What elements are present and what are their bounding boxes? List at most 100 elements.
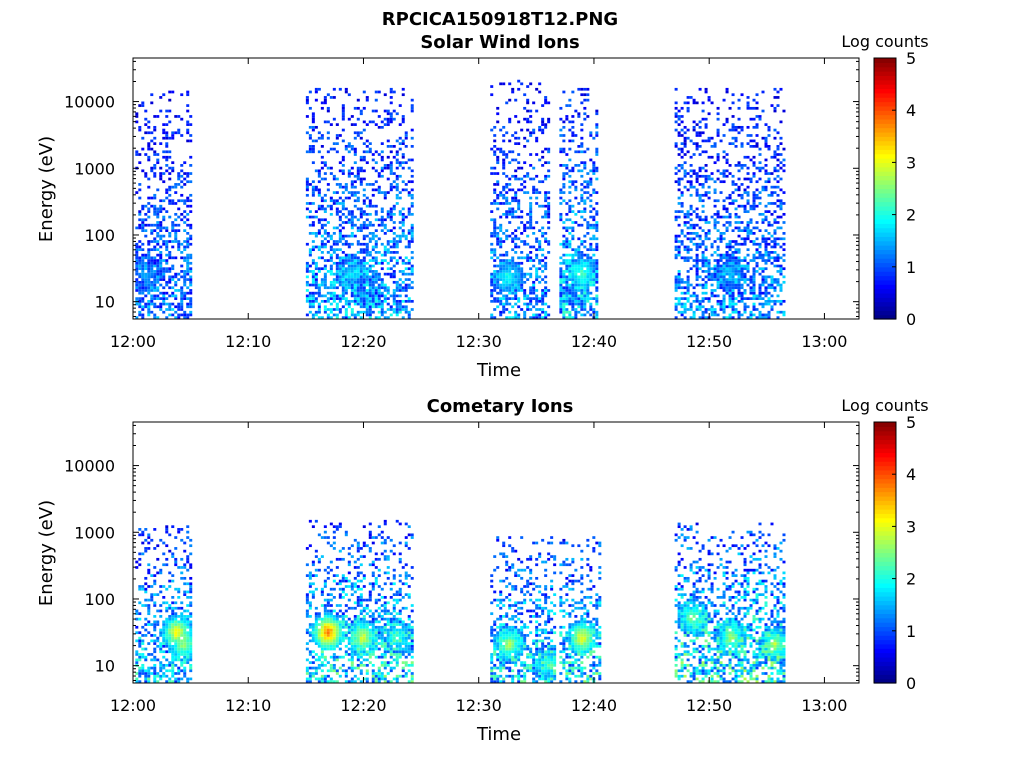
heatmap-cell: [332, 623, 336, 626]
heatmap-cell: [571, 237, 575, 241]
heatmap-cell: [514, 286, 518, 290]
heatmap-cell: [344, 291, 348, 295]
heatmap-cell: [329, 625, 333, 629]
heatmap-cell: [713, 199, 717, 203]
heatmap-cell: [559, 302, 563, 306]
heatmap-cell: [677, 234, 681, 238]
heatmap-cell: [398, 147, 402, 151]
heatmap-cell: [383, 283, 387, 287]
heatmap-cell: [138, 161, 142, 165]
heatmap-cell: [725, 305, 729, 309]
heatmap-cell: [677, 183, 681, 186]
heatmap-cell: [568, 259, 572, 262]
heatmap-cell: [186, 560, 190, 564]
heatmap-cell: [535, 174, 539, 178]
heatmap-cell: [389, 120, 393, 124]
heatmap-cell: [568, 218, 572, 222]
heatmap-cell: [386, 267, 390, 271]
heatmap-cell: [568, 286, 572, 290]
heatmap-cell: [317, 644, 321, 648]
heatmap-cell: [138, 153, 142, 156]
heatmap-cell: [541, 297, 545, 300]
heatmap-cell: [150, 634, 154, 637]
heatmap-cell: [168, 585, 172, 588]
heatmap-cell: [392, 185, 396, 189]
heatmap-cell: [171, 655, 175, 659]
heatmap-cell: [135, 286, 139, 290]
heatmap-cell: [544, 193, 548, 197]
heatmap-cell: [183, 642, 187, 645]
heatmap-cell: [141, 264, 145, 268]
heatmap-cell: [138, 666, 142, 670]
heatmap-cell: [749, 158, 753, 162]
heatmap-cell: [326, 150, 330, 154]
heatmap-cell: [680, 150, 684, 154]
heatmap-cell: [186, 104, 190, 107]
heatmap-cell: [508, 150, 512, 154]
heatmap-cell: [329, 199, 333, 203]
heatmap-cell: [547, 305, 551, 309]
heatmap-cell: [589, 177, 593, 181]
heatmap-cell: [761, 136, 765, 140]
heatmap-cell: [189, 566, 193, 569]
heatmap-cell: [535, 87, 539, 91]
heatmap-cell: [511, 237, 515, 241]
heatmap-cell: [329, 560, 333, 564]
heatmap-cell: [144, 617, 148, 621]
heatmap-cell: [186, 609, 190, 613]
heatmap-cell: [177, 566, 181, 569]
heatmap-cell: [168, 294, 172, 298]
heatmap-cell: [755, 264, 759, 268]
heatmap-cell: [177, 647, 181, 651]
colorbar-segment: [874, 201, 896, 207]
heatmap-cell: [514, 98, 518, 102]
heatmap-cell: [586, 289, 590, 292]
heatmap-cell: [147, 289, 151, 292]
heatmap-cell: [541, 164, 545, 167]
heatmap-cell: [171, 275, 175, 279]
heatmap-cell: [156, 115, 160, 118]
heatmap-cell: [746, 278, 750, 281]
heatmap-cell: [541, 128, 545, 132]
heatmap-cell: [341, 259, 345, 262]
heatmap-cell: [743, 272, 747, 276]
heatmap-cell: [677, 297, 681, 300]
heatmap-cell: [538, 128, 542, 132]
heatmap-cell: [773, 299, 777, 303]
heatmap-cell: [574, 221, 578, 224]
heatmap-cell: [595, 297, 599, 300]
heatmap-cell: [592, 226, 596, 230]
heatmap-cell: [749, 240, 753, 243]
heatmap-cell: [734, 207, 738, 211]
heatmap-cell: [758, 294, 762, 298]
heatmap-cell: [138, 280, 142, 284]
heatmap-cell: [544, 240, 548, 243]
heatmap-cell: [138, 125, 142, 129]
heatmap-cell: [177, 528, 181, 531]
heatmap-cell: [592, 310, 596, 314]
heatmap-cell: [168, 109, 172, 113]
heatmap-cell: [505, 185, 509, 189]
heatmap-cell: [159, 226, 163, 230]
heatmap-cell: [674, 142, 678, 145]
heatmap-cell: [183, 240, 187, 243]
heatmap-cell: [592, 297, 596, 300]
heatmap-cell: [153, 639, 157, 643]
heatmap-cell: [138, 299, 142, 303]
heatmap-cell: [677, 283, 681, 287]
heatmap-cell: [535, 202, 539, 205]
heatmap-cell: [404, 134, 408, 137]
heatmap-cell: [398, 234, 402, 238]
heatmap-cell: [523, 302, 527, 306]
heatmap-cell: [344, 147, 348, 151]
heatmap-cell: [189, 313, 193, 317]
heatmap-cell: [356, 310, 360, 314]
heatmap-cell: [562, 221, 566, 224]
heatmap-cell: [353, 299, 357, 303]
heatmap-cell: [701, 286, 705, 290]
heatmap-cell: [526, 294, 530, 298]
heatmap-cell: [535, 278, 539, 281]
heatmap-cell: [410, 234, 414, 238]
heatmap-cell: [686, 270, 690, 273]
heatmap-cell: [499, 193, 503, 197]
